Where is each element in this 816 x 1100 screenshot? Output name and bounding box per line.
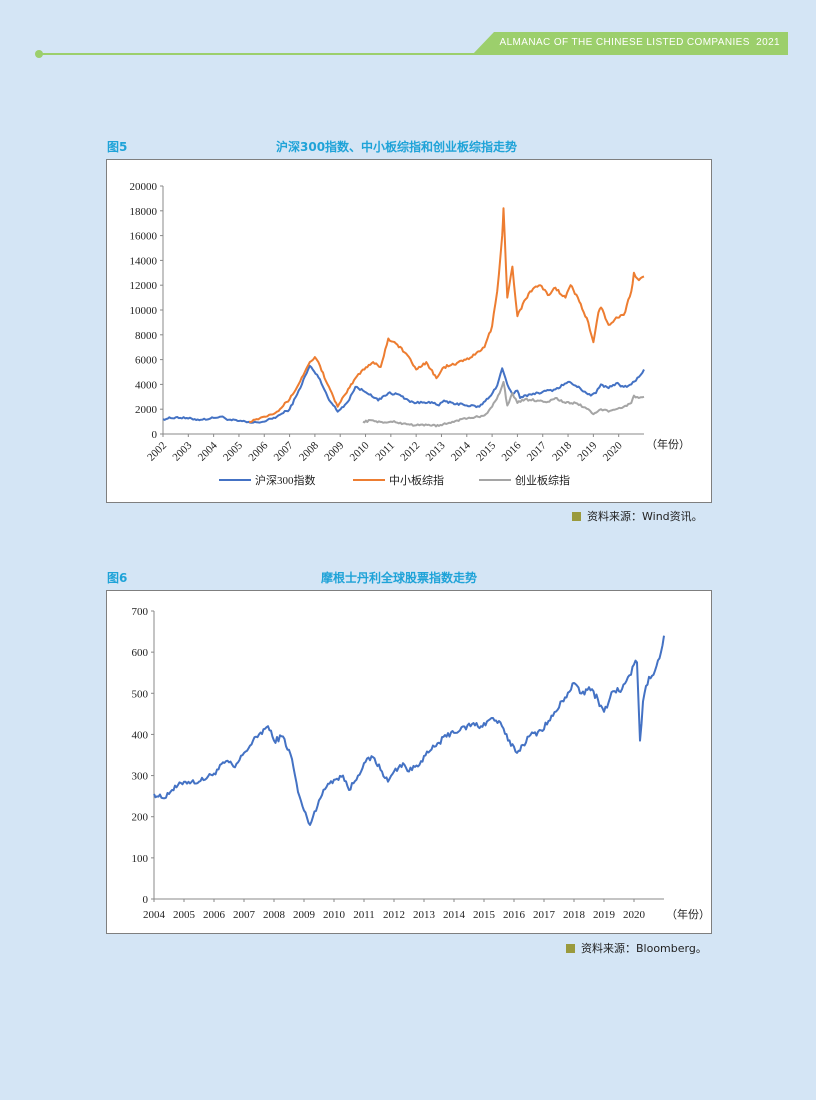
x-tick-label: 2009: [293, 909, 316, 921]
x-tick-label: 2020: [623, 909, 646, 921]
y-tick-label: 0: [143, 894, 149, 906]
header-title: ALMANAC OF THE CHINESE LISTED COMPANIES …: [500, 37, 781, 48]
y-tick-label: 0: [152, 429, 158, 441]
x-tick-label: 2003: [170, 439, 194, 463]
y-tick-label: 12000: [130, 280, 158, 292]
series-line-1: [162, 364, 645, 424]
x-tick-label: 2008: [263, 909, 286, 921]
y-tick-label: 2000: [135, 404, 158, 416]
x-tick-label: 2005: [173, 909, 196, 921]
x-tick-label: 2018: [563, 909, 586, 921]
x-tick-label: 2008: [297, 439, 321, 463]
x-tick-label: 2006: [203, 909, 226, 921]
figure5-chart: 0 2000 4000 6000 8000 10000 12000 14000 16000 180…: [130, 181, 691, 487]
figure5-source: 资料来源：Wind资讯。: [572, 508, 703, 524]
figure5-title: 沪深300指数、中小板综指和创业板综指走势: [276, 140, 518, 154]
x-tick-label: 2007: [272, 439, 296, 463]
x-tick-label: 2014: [443, 909, 466, 921]
header-year: 2021: [756, 37, 780, 48]
figure5-chart-box: 0 2000 4000 6000 8000 10000 12000 14000 16000 180…: [106, 159, 712, 503]
x-tick-label: 2013: [413, 909, 436, 921]
y-tick-label: 700: [132, 606, 149, 618]
y-tick-label: 300: [132, 771, 149, 783]
y-tick-label: 100: [132, 853, 149, 865]
x-tick-label: 2004: [143, 909, 166, 921]
x-tick-label: 2009: [322, 439, 346, 463]
x-tick-label: 2012: [383, 909, 405, 921]
figure6-chart-box: 0 100 200 300 400 500 600 700 2004 2005 2006 2007 20…: [106, 590, 712, 934]
x-tick-label: 2010: [348, 439, 372, 463]
figure6-chart: 0 100 200 300 400 500 600 700 2004 2005 2006 2007 20…: [132, 606, 711, 921]
y-tick-label: 14000: [130, 255, 158, 267]
x-tick-label: 2016: [500, 439, 524, 463]
x-tick-label: 2017: [533, 909, 556, 921]
series-line-1: [153, 635, 665, 826]
x-tick-label: 2017: [525, 439, 549, 463]
figure6-source-text: 资料来源：Bloomberg。: [581, 942, 707, 955]
series-line-3: [362, 380, 645, 428]
source-marker-icon: [566, 943, 575, 953]
x-axis-title: （年份）: [646, 437, 690, 451]
y-tick-label: 4000: [135, 379, 158, 391]
x-tick-label: 2012: [398, 440, 422, 464]
x-axis-title: （年份）: [666, 907, 710, 921]
y-tick-label: 600: [132, 647, 149, 659]
header-dot: [35, 50, 43, 58]
x-tick-label: 2015: [474, 439, 498, 463]
legend-label-1: 沪深300指数: [255, 473, 316, 487]
figure6-label: 图6: [107, 571, 128, 585]
header-banner: [472, 32, 788, 55]
header-rule: [38, 53, 474, 55]
figure6-title: 摩根士丹利全球股票指数走势: [321, 571, 478, 585]
y-tick-label: 6000: [135, 355, 158, 367]
figure5-source-text: 资料来源：Wind资讯。: [587, 510, 703, 523]
x-tick-label: 2004: [196, 439, 220, 463]
x-tick-label: 2011: [373, 440, 397, 464]
x-tick-label: 2011: [353, 909, 375, 921]
x-tick-label: 2019: [593, 909, 616, 921]
source-marker-icon: [572, 511, 581, 521]
x-tick-label: 2013: [424, 439, 448, 463]
x-tick-label: 2002: [145, 440, 169, 464]
x-tick-label: 2007: [233, 909, 256, 921]
x-tick-label: 2015: [473, 909, 496, 921]
x-tick-label: 2019: [575, 439, 599, 463]
header-title-text: ALMANAC OF THE CHINESE LISTED COMPANIES: [499, 37, 750, 48]
y-tick-label: 20000: [130, 181, 158, 193]
y-tick-label: 10000: [130, 305, 158, 317]
x-tick-label: 2020: [601, 439, 625, 463]
y-tick-label: 400: [132, 729, 149, 741]
y-tick-label: 18000: [130, 206, 158, 218]
series-line-2: [248, 207, 645, 424]
legend-label-3: 创业板综指: [515, 473, 570, 487]
y-tick-label: 500: [132, 688, 149, 700]
y-tick-label: 16000: [130, 231, 158, 243]
y-tick-label: 8000: [135, 330, 158, 342]
x-tick-label: 2016: [503, 909, 526, 921]
x-tick-label: 2018: [550, 439, 574, 463]
x-tick-label: 2005: [221, 439, 245, 463]
y-tick-label: 200: [132, 812, 149, 824]
x-tick-label: 2010: [323, 909, 346, 921]
x-tick-label: 2006: [246, 439, 270, 463]
legend-label-2: 中小板综指: [389, 473, 444, 487]
x-tick-label: 2014: [449, 439, 473, 463]
figure6-source: 资料来源：Bloomberg。: [566, 940, 707, 956]
figure5-label: 图5: [107, 140, 128, 154]
